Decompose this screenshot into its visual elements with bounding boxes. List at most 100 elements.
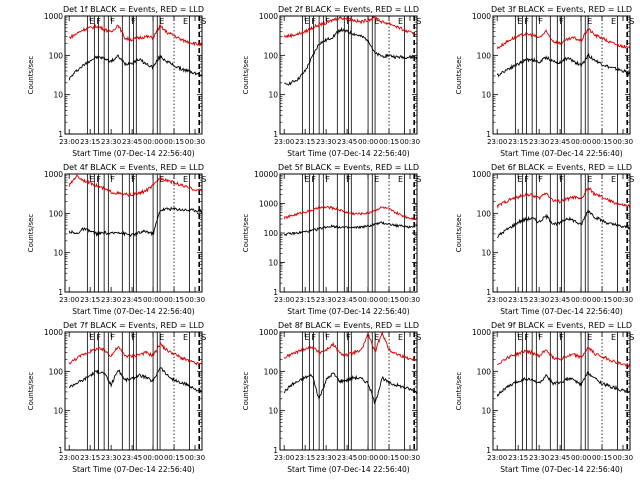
y-tick-label: 1000: [472, 12, 491, 21]
x-tick-label: 23:15: [508, 454, 528, 462]
event-marker-label: S: [416, 333, 421, 342]
y-axis-label: Counts/sec: [27, 214, 35, 253]
events-series-line: [496, 52, 631, 78]
y-tick-label: 1000: [44, 12, 63, 21]
event-marker-label: F: [131, 175, 136, 184]
x-tick-label: 23:00: [59, 454, 79, 462]
events-series-line: [497, 208, 631, 238]
y-tick-label: 1: [273, 446, 278, 455]
y-tick-label: 100: [49, 51, 64, 60]
event-marker-label: S: [201, 333, 206, 342]
events-series-line: [284, 26, 418, 86]
y-tick-label: 1000: [44, 328, 63, 337]
x-tick-label: 00:30: [613, 138, 633, 146]
lld-series-line: [68, 174, 203, 197]
x-tick-label: 23:30: [529, 454, 549, 462]
x-tick-label: 23:30: [101, 454, 121, 462]
y-tick-label: 1000: [259, 12, 278, 21]
x-tick-label: 00:00: [143, 454, 163, 462]
event-marker-label: F: [311, 17, 316, 26]
event-marker-label: E: [183, 333, 188, 342]
x-tick-label: 23:45: [337, 138, 357, 146]
y-tick-label: 100: [264, 367, 279, 376]
x-tick-label: 00:00: [358, 296, 378, 304]
event-marker-label: F: [559, 17, 564, 26]
x-axis-label: Start Time (07-Dec-14 22:56:40): [500, 307, 622, 316]
event-marker-label: E: [398, 175, 403, 184]
event-marker-label: E: [611, 333, 616, 342]
x-tick-label: 23:00: [274, 296, 294, 304]
y-tick-label: 1: [58, 288, 63, 297]
x-tick-label: 23:15: [295, 138, 315, 146]
events-series-line: [283, 372, 418, 405]
chart-title: Det 3f BLACK = Events, RED = LLD: [491, 5, 632, 14]
event-marker-label: F: [538, 333, 543, 342]
event-marker-label: E: [374, 333, 379, 342]
x-tick-label: 23:15: [80, 296, 100, 304]
event-marker-label: F: [538, 17, 543, 26]
x-tick-label: 23:45: [550, 296, 570, 304]
event-marker-label: E: [611, 175, 616, 184]
y-tick-label: 100: [49, 367, 64, 376]
x-tick-label: 00:15: [379, 454, 399, 462]
event-marker-label: F: [524, 333, 529, 342]
events-series-line: [68, 366, 203, 394]
event-marker-label: E: [159, 17, 164, 26]
x-tick-label: 23:00: [59, 296, 79, 304]
x-tick-label: 23:45: [122, 138, 142, 146]
event-marker-label: E: [587, 175, 592, 184]
y-tick-label: 10: [53, 91, 63, 100]
y-tick-label: 100: [264, 51, 279, 60]
x-tick-label: 23:30: [316, 138, 336, 146]
y-axis-label: Counts/sec: [242, 214, 250, 253]
events-series-line: [283, 221, 418, 237]
lld-series-line: [68, 23, 203, 47]
x-tick-label: 00:15: [379, 138, 399, 146]
plot-frame: [64, 15, 203, 135]
x-tick-label: 00:15: [164, 454, 184, 462]
chart-panel: Det 2f BLACK = Events, RED = LLD Start Ti…: [242, 5, 421, 158]
event-marker-label: F: [346, 175, 351, 184]
x-tick-label: 23:15: [508, 296, 528, 304]
x-tick-label: 23:00: [274, 454, 294, 462]
x-axis-label: Start Time (07-Dec-14 22:56:40): [72, 465, 194, 474]
event-marker-label: S: [416, 17, 421, 26]
chart-title: Det 1f BLACK = Events, RED = LLD: [63, 5, 204, 14]
event-marker-label: E: [398, 333, 403, 342]
event-marker-label: F: [110, 175, 115, 184]
x-tick-label: 00:30: [613, 454, 633, 462]
x-tick-label: 23:15: [80, 454, 100, 462]
plot-frame: [492, 331, 631, 451]
event-marker-label: F: [110, 333, 115, 342]
event-marker-label: E: [587, 17, 592, 26]
event-marker-label: E: [304, 175, 309, 184]
event-marker-label: F: [559, 333, 564, 342]
x-tick-label: 00:30: [400, 138, 420, 146]
event-marker-label: E: [611, 17, 616, 26]
y-axis-label: Counts/sec: [242, 56, 250, 95]
x-tick-label: 23:15: [295, 454, 315, 462]
x-tick-label: 00:15: [592, 454, 612, 462]
x-tick-label: 23:15: [508, 138, 528, 146]
y-tick-label: 10: [268, 91, 278, 100]
y-axis-label: Counts/sec: [455, 56, 463, 95]
x-axis-label: Start Time (07-Dec-14 22:56:40): [287, 149, 409, 158]
x-tick-label: 23:15: [295, 296, 315, 304]
event-marker-label: F: [96, 175, 101, 184]
chart-title: Det 9f BLACK = Events, RED = LLD: [491, 321, 632, 330]
event-marker-label: E: [304, 17, 309, 26]
y-axis-label: Counts/sec: [27, 372, 35, 411]
lld-series-line: [283, 205, 418, 221]
events-series-line: [68, 206, 203, 238]
event-marker-label: E: [89, 333, 94, 342]
x-tick-label: 23:00: [59, 138, 79, 146]
x-tick-label: 23:00: [274, 138, 294, 146]
y-tick-label: 100: [477, 51, 492, 60]
x-tick-label: 00:15: [379, 296, 399, 304]
y-tick-label: 100: [477, 209, 492, 218]
event-marker-label: E: [517, 175, 522, 184]
x-axis-label: Start Time (07-Dec-14 22:56:40): [72, 307, 194, 316]
y-tick-label: 1: [486, 130, 491, 139]
y-tick-label: 10: [53, 407, 63, 416]
y-tick-label: 1000: [259, 328, 278, 337]
